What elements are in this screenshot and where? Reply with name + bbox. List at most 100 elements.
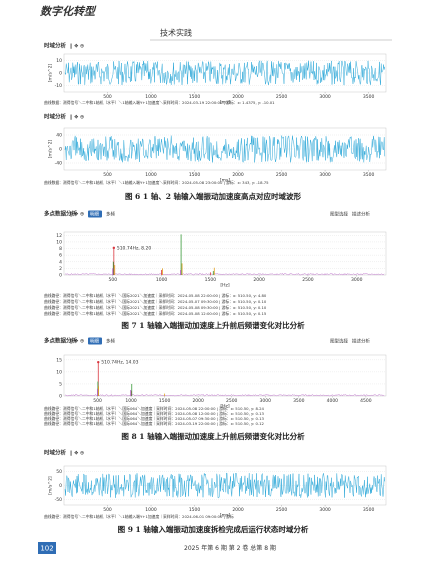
tab-active xyxy=(88,337,102,345)
toolbar-icons: ‖ ✥ ⊕ xyxy=(70,44,84,50)
tab: 多频 xyxy=(106,211,115,218)
y-axis-label: [m/s^2] xyxy=(48,140,54,159)
x-tick-label: 1000 xyxy=(125,398,137,404)
x-tick-label: 3500 xyxy=(363,172,375,178)
toolbar-icons: ‖ ✥ ⊕ xyxy=(70,451,84,457)
x-tick-label: 2500 xyxy=(276,507,288,513)
info-line: 曲线路径：测得信号＼二中和1轴机（水平）＼国际064＼加速度｜采样时间：2024… xyxy=(44,421,264,426)
info-line: 曲线路径：测得信号＼二中和1轴机（水平）＼国际2021＼加速度｜采样时间：202… xyxy=(44,305,267,310)
info-line: 曲线路径：测得信号＼二中和1轴机（水平）＼国际064＼加速度｜采样时间：2024… xyxy=(44,416,264,421)
x-axis-label: [ms] xyxy=(220,513,230,519)
y-tick-label: 6 xyxy=(59,253,62,259)
control: 描述分析 xyxy=(352,338,370,345)
x-axis-label: [Hz] xyxy=(220,404,230,410)
info-line: 曲线数据：测得信号＼二中和1轴机（水平）＼1轴输入端Y+1加速度＼采样时间：20… xyxy=(44,100,275,105)
y-tick-label: 0 xyxy=(59,483,62,489)
toolbar-icons: ‖ ✥ ⊕ xyxy=(70,212,84,218)
y-tick-label: 0 xyxy=(59,394,62,400)
x-tick-label: 4000 xyxy=(327,398,339,404)
x-tick-label: 2000 xyxy=(232,507,244,513)
noise-floor xyxy=(64,273,385,276)
x-tick-label: 500 xyxy=(103,172,112,178)
x-tick-label: 3000 xyxy=(319,507,331,513)
toolbar-icons: ‖ ✥ ⊕ xyxy=(70,339,84,345)
x-tick-label: 1000 xyxy=(145,507,157,513)
tab: 多频 xyxy=(106,338,115,345)
y-tick-label: 12 xyxy=(56,233,62,239)
panel-title: 多点数据分析 xyxy=(44,210,78,218)
y-tick-label: 50 xyxy=(56,469,62,475)
x-tick-label: 2000 xyxy=(232,172,244,178)
figure-caption: 图 7 1 轴输入端振动加速度上升前后频谱变化对比分析 xyxy=(121,320,305,330)
section-title: 技术实践 xyxy=(160,28,192,38)
y-tick-label: 40 xyxy=(56,133,62,139)
x-tick-label: 500 xyxy=(93,398,102,404)
control: 描述分析 xyxy=(352,211,370,218)
x-tick-label: 500 xyxy=(103,507,112,513)
control: 图型选择 xyxy=(330,211,348,218)
tab: 明细 xyxy=(90,338,99,345)
x-tick-label: 3000 xyxy=(319,172,331,178)
x-tick-label: 1500 xyxy=(205,277,217,283)
figure-caption: 图 6 1 轴、2 轴输入端振动加速度高点对应时域波形 xyxy=(125,191,302,201)
x-tick-label: 500 xyxy=(108,277,117,283)
y-tick-label: 8 xyxy=(59,246,62,252)
x-tick-label: 3000 xyxy=(351,277,363,283)
panel-title: 时域分析 xyxy=(44,113,67,121)
control: 图型选择 xyxy=(330,338,348,345)
panel-title: 时域分析 xyxy=(44,449,67,457)
x-tick-label: 1500 xyxy=(189,507,201,513)
y-tick-label: -10 xyxy=(55,83,62,89)
x-tick-label: 2000 xyxy=(192,398,204,404)
x-tick-label: 2000 xyxy=(232,94,244,100)
y-tick-label: 10 xyxy=(56,58,62,64)
x-tick-label: 3000 xyxy=(319,94,331,100)
x-tick-label: 3000 xyxy=(260,398,272,404)
info-line: 曲线路径：测得信号＼二中和1轴机（水平）＼1轴输入端Y+1加速度｜采样时间：20… xyxy=(44,514,234,519)
waveform xyxy=(64,472,386,499)
info-line: 曲线路径：测得信号＼二中和1轴机（水平）＼国际064＼加速度｜采样时间：2024… xyxy=(44,411,264,416)
peak-annotation: 510.74Hz, 14.03 xyxy=(101,360,138,366)
peak-marker xyxy=(97,360,100,364)
x-tick-label: 1500 xyxy=(189,172,201,178)
x-tick-label: 3500 xyxy=(363,94,375,100)
peak-marker xyxy=(112,246,116,250)
x-tick-label: 4500 xyxy=(360,398,372,404)
x-tick-label: 500 xyxy=(103,94,112,100)
x-tick-label: 2500 xyxy=(302,277,314,283)
x-tick-label: 1500 xyxy=(159,398,171,404)
journal-issue: 2025 年第 6 期 第 2 卷 总第 8 期 xyxy=(184,544,276,552)
y-axis-label: [m/s^2] xyxy=(48,476,54,495)
info-line: 曲线数据：测得信号＼二中和1轴机（水平）＼1轴输入端Y+1加速度＼采样时间：20… xyxy=(44,180,269,185)
peak-annotation: 510.74Hz, 8.20 xyxy=(117,245,152,251)
x-tick-label: 1000 xyxy=(145,94,157,100)
info-line: 曲线路径：测得信号＼二中和1轴机（水平）＼国际2021＼加速度｜采样时间：202… xyxy=(44,299,267,304)
x-tick-label: 3500 xyxy=(293,398,305,404)
x-axis-label: [ms] xyxy=(220,100,230,106)
page-badge xyxy=(38,542,56,554)
noise-floor xyxy=(64,394,385,397)
toolbar-icons: ‖ ✥ ⊕ xyxy=(70,115,84,121)
x-tick-label: 1000 xyxy=(145,172,157,178)
y-tick-label: 5 xyxy=(59,381,62,387)
x-tick-label: 2500 xyxy=(276,172,288,178)
info-line: 曲线路径：测得信号＼二中和1轴机（水平）＼国际2021＼加速度｜采样时间：202… xyxy=(44,293,267,298)
x-tick-label: 1500 xyxy=(189,94,201,100)
logo: 数字化转型 xyxy=(40,5,97,18)
y-tick-label: 2 xyxy=(59,266,62,272)
figure-caption: 图 9 1 轴输入端振动加速度拆检完成后运行状态时域分析 xyxy=(118,524,309,534)
y-axis-label: [m/s^2] xyxy=(48,64,54,83)
x-tick-label: 2000 xyxy=(253,277,265,283)
y-tick-label: 15 xyxy=(56,357,62,363)
info-line: 曲线路径：测得信号＼二中和1轴机（水平）＼国际2021＼加速度｜采样时间：202… xyxy=(44,311,267,316)
y-tick-label: 10 xyxy=(56,369,62,375)
x-tick-label: 1000 xyxy=(156,277,168,283)
page-number: 102 xyxy=(40,545,53,553)
y-tick-label: 4 xyxy=(59,259,62,265)
y-tick-label: 0 xyxy=(59,273,62,279)
y-tick-label: -40 xyxy=(55,161,62,167)
panel-title: 多点数据分析 xyxy=(44,337,78,345)
y-tick-label: 0 xyxy=(59,147,62,153)
y-tick-label: -50 xyxy=(55,497,62,503)
